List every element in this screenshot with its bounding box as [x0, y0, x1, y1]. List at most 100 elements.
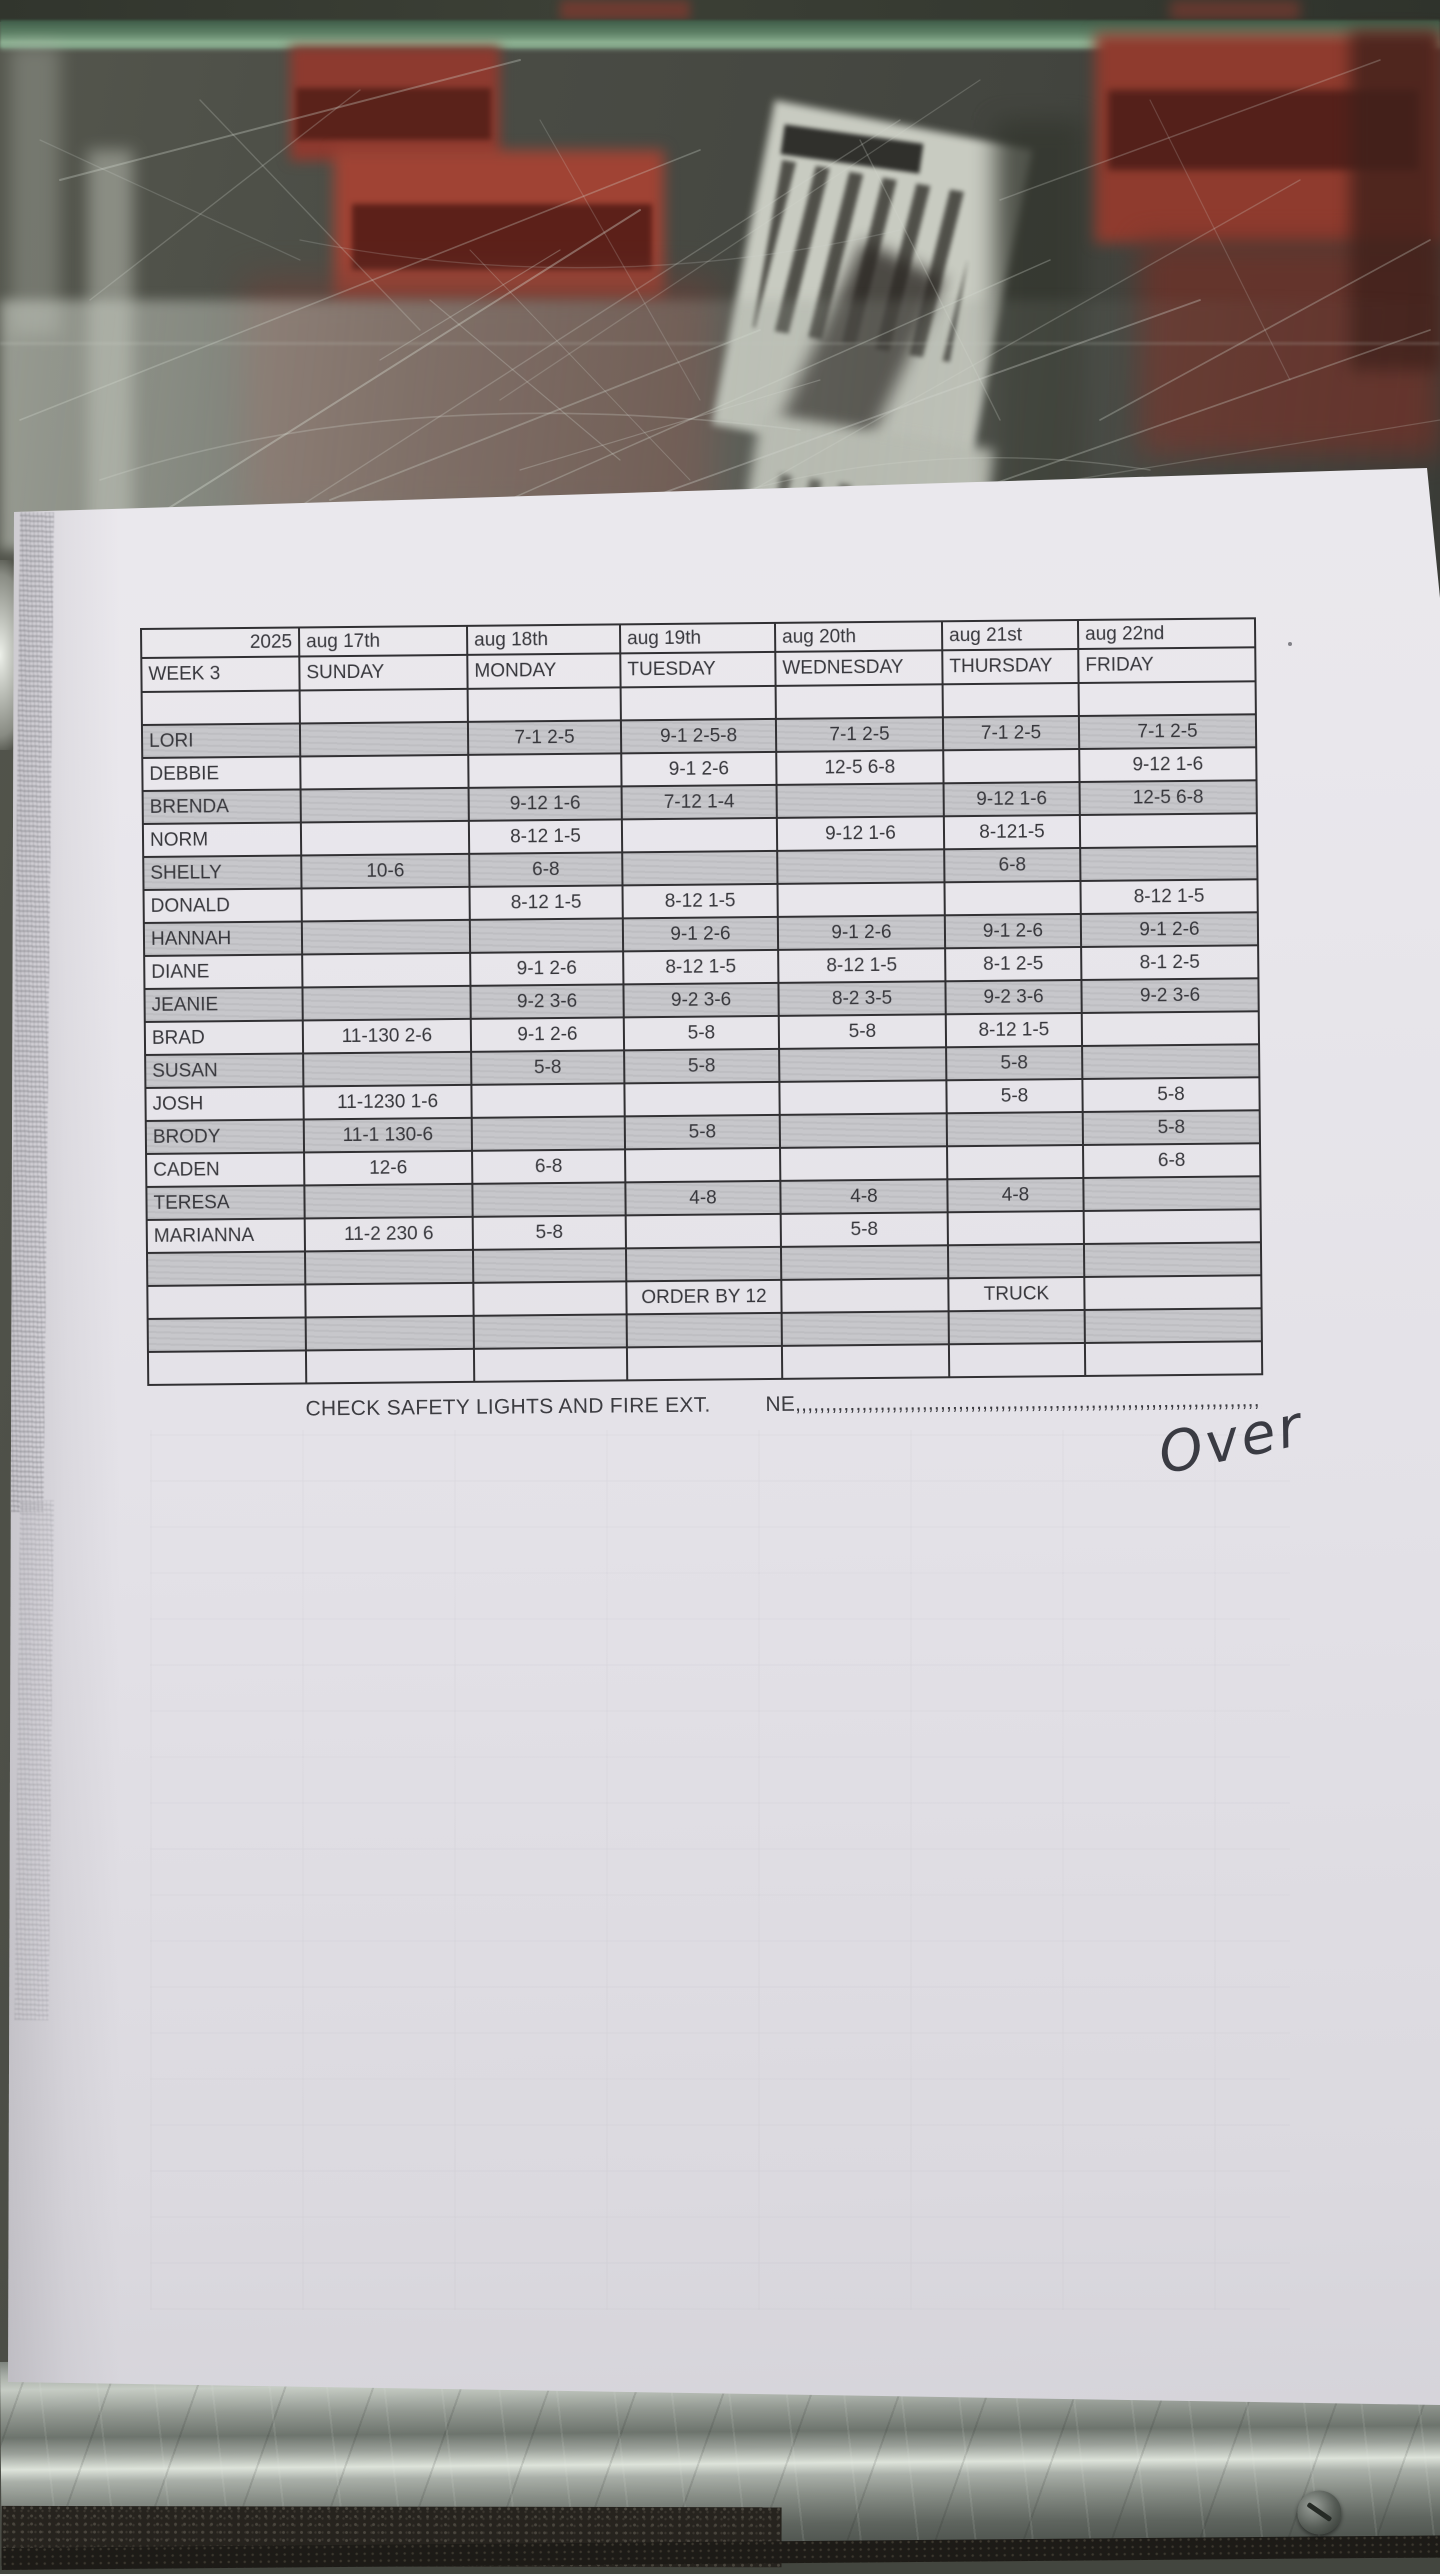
shift-cell: 8-2 3-5	[778, 981, 946, 1016]
shift-cell: 9-12 1-6	[943, 781, 1080, 817]
schedule-table: 2025 aug 17th aug 18th aug 19th aug 20th aug …	[140, 617, 1263, 1386]
footer-note-line: CHECK SAFETY LIGHTS AND FIRE EXT. NE,,,,…	[147, 1388, 1261, 1429]
shift-cell	[1084, 1275, 1262, 1310]
shift-cell	[304, 1249, 474, 1285]
shift-cell	[305, 1282, 474, 1318]
date-header-cell: aug 22nd	[1077, 618, 1256, 649]
shift-cell	[1083, 1209, 1261, 1244]
employee-name-cell	[141, 690, 300, 725]
shift-cell: 9-1 2-6	[621, 751, 777, 787]
shift-cell: 8-121-5	[943, 814, 1081, 850]
shift-cell	[473, 1314, 627, 1349]
shift-cell	[299, 688, 468, 724]
shift-cell: 7-1 2-5	[775, 717, 944, 752]
shift-cell	[1082, 1044, 1260, 1079]
employee-name-cell: BRENDA	[142, 789, 301, 824]
shift-cell	[943, 748, 1080, 784]
shift-cell	[300, 787, 469, 823]
glass-scratches	[19, 59, 1440, 549]
shift-cell	[473, 1347, 628, 1382]
shift-cell: 5-8	[946, 1078, 1083, 1114]
shift-cell	[473, 1281, 627, 1316]
shift-cell: 9-1 2-6	[777, 915, 946, 950]
shift-cell	[781, 1311, 949, 1346]
shift-cell: 6-8	[1083, 1143, 1261, 1178]
shift-cell	[947, 1210, 1084, 1246]
shift-cell	[1079, 813, 1258, 848]
shift-cell: 4-8	[780, 1179, 948, 1214]
torn-paper-edge	[14, 1500, 54, 2021]
shift-cell: 11-2 230 6	[304, 1216, 473, 1252]
date-header-cell: aug 20th	[774, 621, 943, 652]
shift-cell: 9-1 2-6	[1080, 912, 1259, 947]
date-header-cell: aug 21st	[941, 619, 1079, 651]
shift-cell: 7-1 2-5	[467, 720, 622, 755]
shift-cell: 11-1 130-6	[303, 1117, 473, 1153]
shift-cell	[1083, 1242, 1262, 1277]
shift-cell: 5-8	[472, 1215, 626, 1250]
shift-cell	[780, 1146, 948, 1181]
employee-name-cell: LORI	[141, 723, 301, 758]
employee-name-cell	[147, 1284, 306, 1319]
day-header-cell: SUNDAY	[299, 654, 468, 691]
shift-cell	[622, 850, 778, 886]
shift-cell: ORDER BY 12	[626, 1279, 782, 1315]
shift-cell: 5-8	[1082, 1077, 1260, 1112]
shift-cell: 5-8	[471, 1050, 625, 1085]
shift-cell	[620, 685, 776, 721]
shift-cell	[302, 985, 471, 1021]
shift-cell	[779, 1113, 948, 1148]
date-header-cell: aug 19th	[619, 622, 776, 654]
paper-speck	[1288, 642, 1292, 646]
shift-cell	[1081, 1011, 1260, 1046]
shift-cell	[472, 1248, 627, 1283]
day-header-cell: FRIDAY	[1078, 647, 1256, 683]
shift-cell: 5-8	[1082, 1110, 1260, 1145]
day-header-cell: WEDNESDAY	[775, 650, 943, 686]
shift-cell: 9-1 2-6	[470, 1017, 625, 1052]
shift-cell: 8-12 1-5	[945, 1012, 1083, 1048]
day-header-cell: THURSDAY	[942, 648, 1079, 685]
shift-cell: 7-12 1-4	[621, 784, 777, 820]
shift-cell: 8-12 1-5	[468, 819, 623, 854]
shift-cell	[1084, 1308, 1262, 1343]
week-cell: WEEK 3	[141, 656, 300, 692]
shift-cell: 5-8	[946, 1045, 1083, 1081]
employee-name-cell: SHELLY	[143, 855, 302, 890]
shift-cell	[776, 783, 944, 818]
shift-cell	[469, 918, 624, 953]
shift-cell: 5-8	[778, 1014, 947, 1049]
shift-cell	[779, 1047, 947, 1082]
red-reflection-blob	[560, 0, 690, 20]
red-box-label-text	[352, 204, 652, 270]
shift-cell	[777, 849, 945, 884]
shift-cell	[624, 1081, 780, 1117]
day-header-cell: TUESDAY	[620, 651, 776, 688]
shift-cell: 4-8	[947, 1177, 1084, 1213]
shift-cell: 8-12 1-5	[469, 885, 623, 920]
shift-cell	[305, 1315, 474, 1351]
shift-cell	[948, 1342, 1086, 1378]
light-reflection-streak	[10, 45, 60, 335]
shift-cell	[303, 1051, 472, 1087]
shift-cell	[775, 684, 943, 719]
shift-cell: 12-5 6-8	[1079, 780, 1257, 815]
year-cell: 2025	[141, 627, 300, 658]
employee-name-cell: SUSAN	[145, 1053, 304, 1088]
shift-cell: 5-8	[780, 1212, 948, 1247]
schedule-table-body: 2025 aug 17th aug 18th aug 19th aug 20th aug …	[141, 618, 1263, 1385]
shift-cell: 8-1 2-5	[945, 946, 1082, 982]
shift-cell: 9-1 2-5-8	[620, 718, 777, 754]
shift-cell	[621, 817, 778, 853]
shift-cell	[1078, 681, 1256, 716]
shift-cell	[626, 1345, 783, 1381]
shift-cell: TRUCK	[948, 1276, 1085, 1312]
ne-dots: ,,,,,,,,,,,,,,,,,,,,,,,,,,,,,,,,,,,,,,,,…	[794, 1388, 1262, 1416]
employee-name-cell	[147, 1317, 306, 1352]
shift-cell	[779, 1080, 947, 1115]
employee-name-cell	[147, 1350, 307, 1385]
shift-cell: 9-1 2-6	[622, 916, 779, 952]
shift-cell: 7-1 2-5	[1078, 714, 1257, 749]
shift-cell: 8-12 1-5	[623, 949, 779, 985]
employee-name-cell: CADEN	[146, 1152, 305, 1187]
